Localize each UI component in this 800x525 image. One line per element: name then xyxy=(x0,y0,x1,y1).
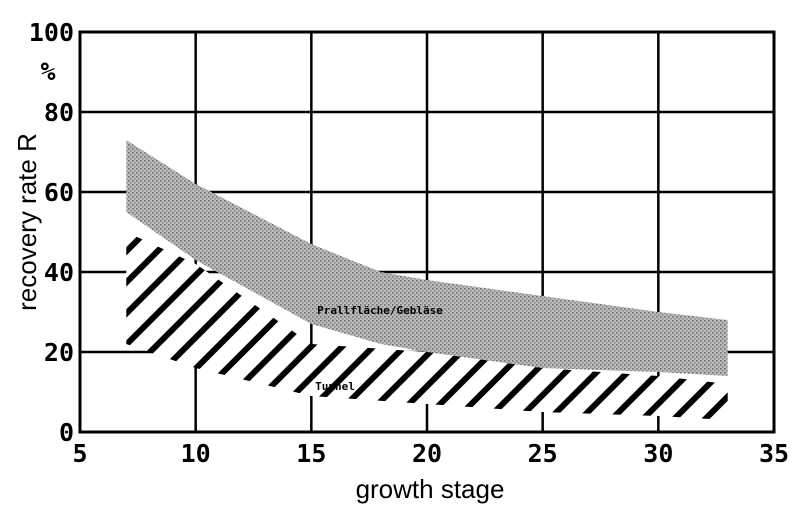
y-tick-label: 0 xyxy=(59,418,74,447)
band-prallflaeche xyxy=(126,140,728,376)
y-tick-label: 40 xyxy=(44,258,74,287)
x-axis-label: growth stage xyxy=(356,474,505,504)
tick-labels: 5 10 15 20 25 30 35 0 20 40 60 80 100 xyxy=(29,18,789,468)
y-tick-label: 80 xyxy=(44,98,74,127)
plot-frame xyxy=(78,30,776,434)
band-label-prallflaeche: Prallfläche/Gebläse xyxy=(317,304,443,317)
x-tick-label: 30 xyxy=(643,439,673,468)
y-unit-label: % xyxy=(40,57,55,86)
x-tick-label: 10 xyxy=(181,439,211,468)
y-tick-label: 60 xyxy=(44,178,74,207)
bands xyxy=(126,140,728,420)
x-tick-label: 35 xyxy=(759,439,789,468)
x-tick-label: 20 xyxy=(412,439,442,468)
y-tick-label: 100 xyxy=(29,18,74,47)
band-tunnel xyxy=(126,232,728,420)
x-tick-label: 25 xyxy=(528,439,558,468)
x-tick-label: 5 xyxy=(72,439,87,468)
y-axis-label: recovery rate R xyxy=(12,133,42,311)
y-tick-label: 20 xyxy=(44,338,74,367)
band-label-tunnel: Tunnel xyxy=(315,380,355,393)
x-tick-label: 15 xyxy=(296,439,326,468)
